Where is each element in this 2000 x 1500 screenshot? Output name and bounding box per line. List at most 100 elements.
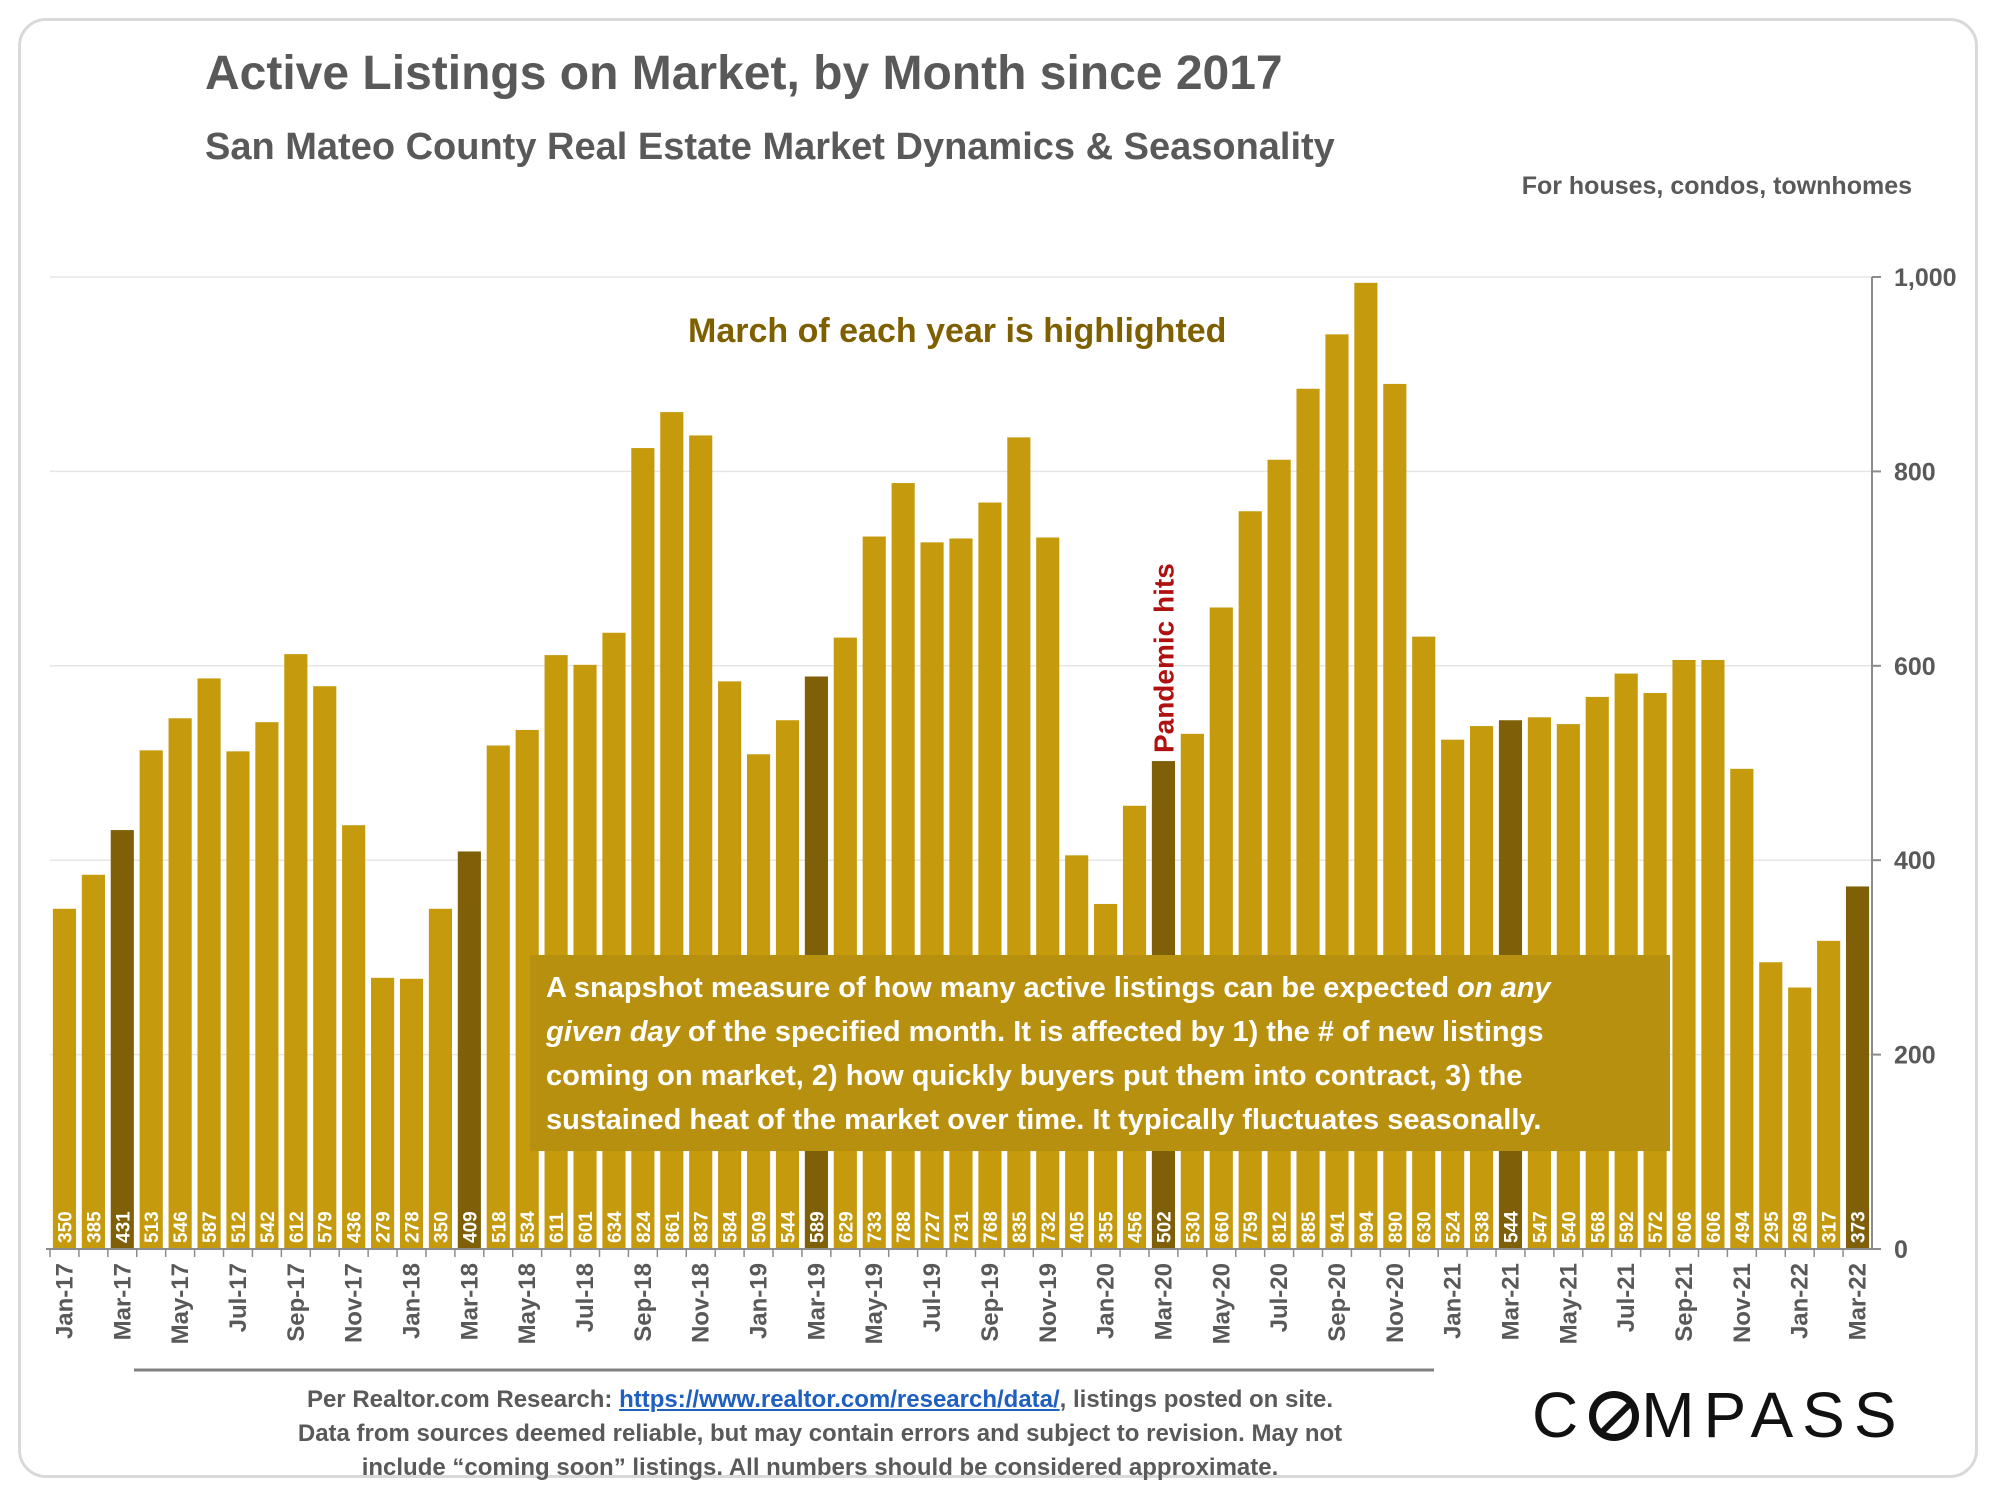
y-tick-label: 1,000: [1894, 264, 1957, 292]
bar-value-label: 409: [460, 1211, 481, 1243]
bar: [371, 977, 395, 1249]
x-tick-label: Nov-18: [688, 1263, 715, 1343]
bar-value-label: 592: [1617, 1211, 1638, 1243]
bar: [457, 851, 481, 1249]
bar-value-label: 788: [894, 1211, 915, 1243]
bar: [197, 678, 221, 1249]
x-tick-label: Nov-19: [1035, 1263, 1062, 1343]
logo-text-right: MPASS: [1641, 1379, 1906, 1451]
y-tick-label: 800: [1894, 458, 1936, 486]
bar-value-label: 634: [605, 1211, 626, 1243]
bar-value-label: 524: [1444, 1211, 1465, 1243]
bar: [1788, 987, 1812, 1249]
x-tick-label: Jan-21: [1440, 1263, 1467, 1339]
logo-compass-o-icon: [1589, 1391, 1640, 1441]
bar-value-label: 732: [1039, 1211, 1060, 1243]
bar: [110, 830, 134, 1249]
bar-value-label: 456: [1126, 1211, 1147, 1243]
bar-value-label: 727: [923, 1211, 944, 1243]
x-tick-label: Jan-18: [399, 1263, 426, 1339]
explanation-text: A snapshot measure of how many active li…: [545, 972, 1552, 1136]
bar-value-label: 540: [1559, 1211, 1580, 1243]
bar-value-label: 317: [1820, 1211, 1841, 1243]
y-tick-label: 200: [1894, 1042, 1936, 1070]
bar-value-label: 629: [836, 1211, 857, 1243]
bar-value-label: 278: [403, 1211, 424, 1243]
x-tick-label: Jan-20: [1093, 1263, 1120, 1339]
x-tick-label: May-19: [861, 1263, 888, 1344]
bar: [284, 654, 308, 1249]
explanation-box: [530, 955, 1670, 1151]
bar: [52, 908, 77, 1249]
bar-value-label: 534: [518, 1211, 539, 1243]
bar-value-label: 835: [1010, 1211, 1031, 1243]
x-tick-label: Sep-19: [977, 1263, 1004, 1342]
chart-subtitle: San Mateo County Real Estate Market Dyna…: [205, 126, 1335, 168]
bar-value-label: 385: [84, 1211, 105, 1243]
bar: [486, 745, 510, 1249]
bar: [428, 908, 452, 1249]
x-tick-label: Mar-21: [1497, 1263, 1524, 1340]
bar: [1845, 886, 1870, 1249]
bar-value-label: 542: [258, 1211, 279, 1243]
bar-value-label: 544: [1501, 1211, 1522, 1243]
x-tick-label: Jan-22: [1787, 1263, 1814, 1339]
x-tick-label: Mar-20: [1150, 1263, 1177, 1340]
y-tick-label: 600: [1894, 653, 1936, 681]
bar-value-label: 890: [1386, 1211, 1407, 1243]
bar-value-label: 606: [1675, 1211, 1696, 1243]
bar: [342, 825, 366, 1249]
bar: [602, 632, 626, 1249]
bar-value-label: 431: [113, 1211, 134, 1243]
x-tick-label: Jul-20: [1266, 1263, 1293, 1332]
bar: [255, 722, 279, 1249]
compass-logo: C MPASS: [1532, 1378, 1906, 1452]
x-tick-label: Nov-17: [341, 1263, 368, 1343]
x-tick-label: May-17: [167, 1263, 194, 1344]
bar-value-label: 355: [1097, 1211, 1118, 1243]
bar-value-label: 518: [489, 1211, 510, 1243]
x-tick-label: Nov-20: [1382, 1263, 1409, 1343]
bar-value-label: 494: [1733, 1211, 1754, 1243]
bar: [1817, 940, 1841, 1249]
bar-value-label: 436: [345, 1211, 366, 1243]
x-tick-label: Sep-20: [1324, 1263, 1351, 1342]
y-tick-label: 400: [1894, 847, 1936, 875]
bar: [226, 751, 250, 1249]
bar-value-label: 731: [952, 1211, 973, 1243]
bar-value-label: 768: [981, 1211, 1002, 1243]
bar-value-label: 509: [750, 1211, 771, 1243]
x-tick-label: Jan-19: [746, 1263, 773, 1339]
bar-value-label: 269: [1791, 1211, 1812, 1243]
bar: [1759, 962, 1783, 1249]
bar-value-label: 584: [721, 1211, 742, 1243]
bar-value-label: 538: [1473, 1211, 1494, 1243]
bar-value-label: 733: [865, 1211, 886, 1243]
bar: [168, 718, 192, 1249]
bar-value-label: 587: [200, 1211, 221, 1243]
source-link[interactable]: https://www.realtor.com/research/data/: [619, 1386, 1060, 1413]
x-tick-label: Sep-17: [283, 1263, 310, 1342]
bar-value-label: 579: [316, 1211, 337, 1243]
bar-value-label: 861: [663, 1211, 684, 1243]
bar-value-label: 612: [287, 1211, 308, 1243]
bar: [1730, 768, 1754, 1249]
bar: [1209, 607, 1233, 1249]
x-tick-label: Sep-18: [630, 1263, 657, 1342]
y-tick-label: 0: [1894, 1236, 1908, 1264]
bar-value-label: 544: [778, 1211, 799, 1243]
x-tick-label: May-18: [514, 1263, 541, 1344]
x-tick-label: Nov-21: [1729, 1263, 1756, 1343]
footnote-suffix: , listings posted on site. Data from sou…: [297, 1386, 1343, 1481]
bar-value-label: 279: [374, 1211, 395, 1243]
bar-value-label: 824: [634, 1211, 655, 1243]
bar: [139, 750, 163, 1249]
bar-value-label: 812: [1270, 1211, 1291, 1243]
bar-value-label: 405: [1068, 1211, 1089, 1243]
bar: [833, 637, 857, 1249]
bar-value-label: 941: [1328, 1211, 1349, 1243]
bar-value-label: 885: [1299, 1211, 1320, 1243]
bar-value-label: 630: [1415, 1211, 1436, 1243]
bar-value-label: 611: [547, 1212, 568, 1243]
